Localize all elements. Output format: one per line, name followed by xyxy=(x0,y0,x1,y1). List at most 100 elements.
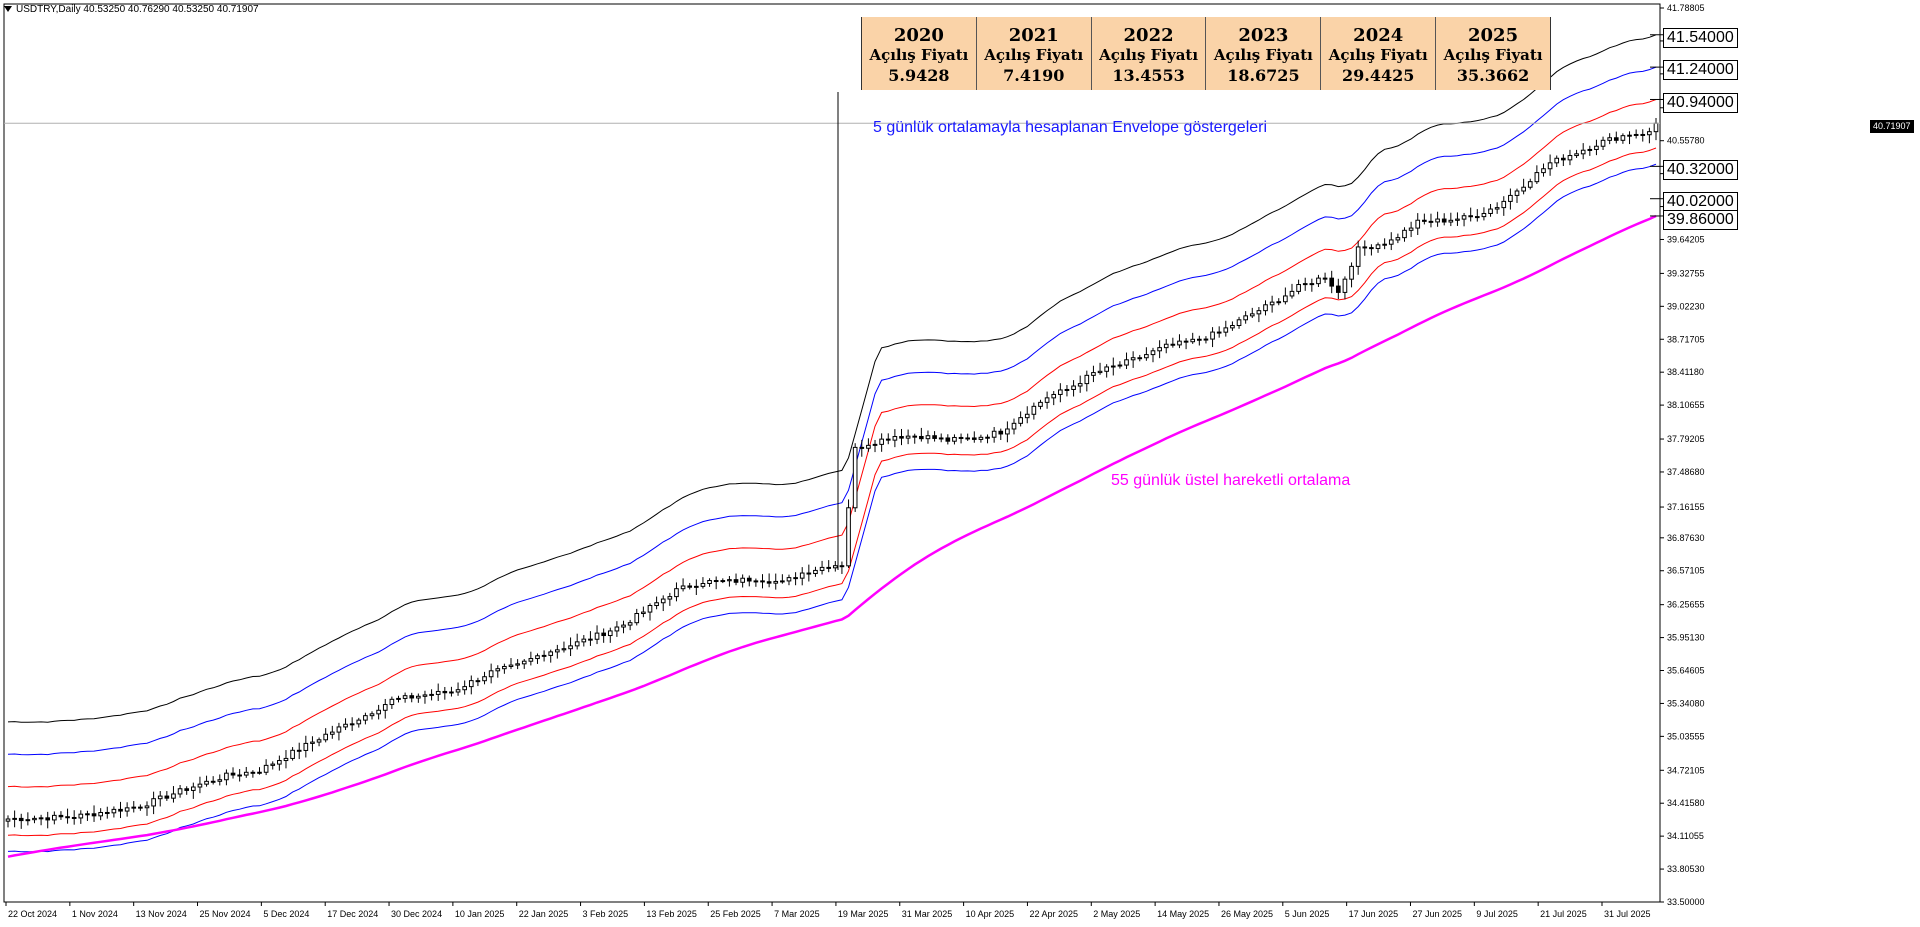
candle-body xyxy=(647,605,653,613)
candle-body xyxy=(813,569,818,575)
x-tick-label: 31 Mar 2025 xyxy=(902,909,953,919)
candle-body xyxy=(879,438,884,445)
candle-body xyxy=(760,580,765,583)
candle-body xyxy=(1481,212,1487,218)
candle-body xyxy=(1633,133,1639,136)
candle-body xyxy=(1561,157,1566,161)
candle-body xyxy=(1428,220,1434,223)
y-tick-label: 38.10655 xyxy=(1667,400,1705,410)
envelope-upper-black-line xyxy=(7,34,1657,723)
candle-body xyxy=(1640,133,1646,136)
candle-body xyxy=(753,580,759,583)
candle-body xyxy=(1084,374,1090,385)
candle-body xyxy=(919,435,924,440)
opening-label: Açılış Fiyatı xyxy=(1443,46,1543,64)
candle-body xyxy=(945,437,951,442)
envelope-lower-red-line xyxy=(7,147,1657,837)
candle-body xyxy=(5,818,11,822)
candle-body xyxy=(1302,283,1308,286)
candle-body xyxy=(502,665,507,670)
candle-body xyxy=(58,814,64,818)
dropdown-triangle-icon[interactable] xyxy=(4,6,12,13)
y-tick-label: 36.87630 xyxy=(1667,533,1705,543)
candle-body xyxy=(515,663,520,666)
candle-body xyxy=(938,437,944,440)
candle-body xyxy=(1163,343,1169,349)
x-tick-label: 30 Dec 2024 xyxy=(391,909,442,919)
candle-body xyxy=(98,811,103,817)
candle-body xyxy=(1190,338,1196,343)
candle-body xyxy=(693,585,699,588)
candle-body xyxy=(296,749,302,752)
candle-body xyxy=(1362,246,1368,249)
candle-body xyxy=(1395,237,1401,241)
candle-body xyxy=(177,788,183,795)
candle-body xyxy=(78,813,84,819)
x-tick-label: 14 May 2025 xyxy=(1157,909,1209,919)
candle-body xyxy=(700,583,706,587)
candle-body xyxy=(1203,338,1209,341)
candle-body xyxy=(104,811,110,814)
candle-body xyxy=(429,693,434,696)
candle-body xyxy=(1342,278,1348,293)
candle-body xyxy=(197,783,203,788)
candle-body xyxy=(568,645,573,650)
candle-body xyxy=(1283,295,1288,303)
candle-body xyxy=(892,436,898,441)
opening-label: Açılış Fiyatı xyxy=(869,46,969,64)
candle-body xyxy=(521,660,527,665)
opening-label: Açılış Fiyatı xyxy=(1328,46,1428,64)
candle-body xyxy=(535,655,540,660)
candle-body xyxy=(680,585,686,590)
candle-body xyxy=(1388,239,1394,245)
y-tick-label: 34.11055 xyxy=(1667,831,1704,841)
candle-body xyxy=(528,658,534,662)
candle-body xyxy=(217,779,223,782)
candle-body xyxy=(316,739,322,743)
candle-body xyxy=(1580,149,1586,155)
candle-body xyxy=(780,580,785,583)
candle-body xyxy=(336,726,342,733)
candle-body xyxy=(111,808,117,814)
candle-body xyxy=(91,813,97,817)
opening-value: 18.6725 xyxy=(1227,66,1300,85)
candle-body xyxy=(1031,405,1037,415)
candle-body xyxy=(846,507,851,567)
level-label-40-32: 40.32000 xyxy=(1663,160,1738,180)
candle-body xyxy=(277,760,282,765)
candle-body xyxy=(1197,338,1202,341)
candle-body xyxy=(52,814,57,821)
opening-year: 2024 xyxy=(1353,25,1404,46)
candle-body xyxy=(1329,277,1335,287)
candle-body xyxy=(369,713,375,717)
y-tick-label: 41.78805 xyxy=(1667,3,1705,13)
candle-body xyxy=(859,446,865,449)
candle-body xyxy=(786,577,792,582)
x-tick-label: 21 Jul 2025 xyxy=(1540,909,1587,919)
candle-body xyxy=(1110,365,1116,368)
x-tick-label: 27 Jun 2025 xyxy=(1412,909,1462,919)
candle-body xyxy=(727,579,732,582)
opening-label: Açılış Fiyatı xyxy=(1099,46,1199,64)
candle-body xyxy=(1547,162,1553,170)
candle-body xyxy=(574,641,580,647)
envelope-red-line xyxy=(7,99,1657,788)
candle-body xyxy=(1216,331,1222,334)
candle-body xyxy=(323,733,329,741)
y-tick-label: 37.16155 xyxy=(1667,502,1705,512)
candle-body xyxy=(594,632,600,640)
candle-body xyxy=(329,731,335,735)
candle-body xyxy=(1316,277,1321,285)
candle-body xyxy=(588,638,593,641)
candle-body xyxy=(1124,359,1129,366)
x-tick-label: 7 Mar 2025 xyxy=(774,909,820,919)
candle-body xyxy=(263,764,269,773)
candle-body xyxy=(627,622,633,626)
candle-body xyxy=(905,435,911,439)
candle-body xyxy=(1402,229,1407,239)
level-label-41-24: 41.24000 xyxy=(1663,60,1738,80)
candle-body xyxy=(1521,186,1526,192)
opening-price-cell-2022: 2022 Açılış Fiyatı 13.4553 xyxy=(1090,17,1206,90)
